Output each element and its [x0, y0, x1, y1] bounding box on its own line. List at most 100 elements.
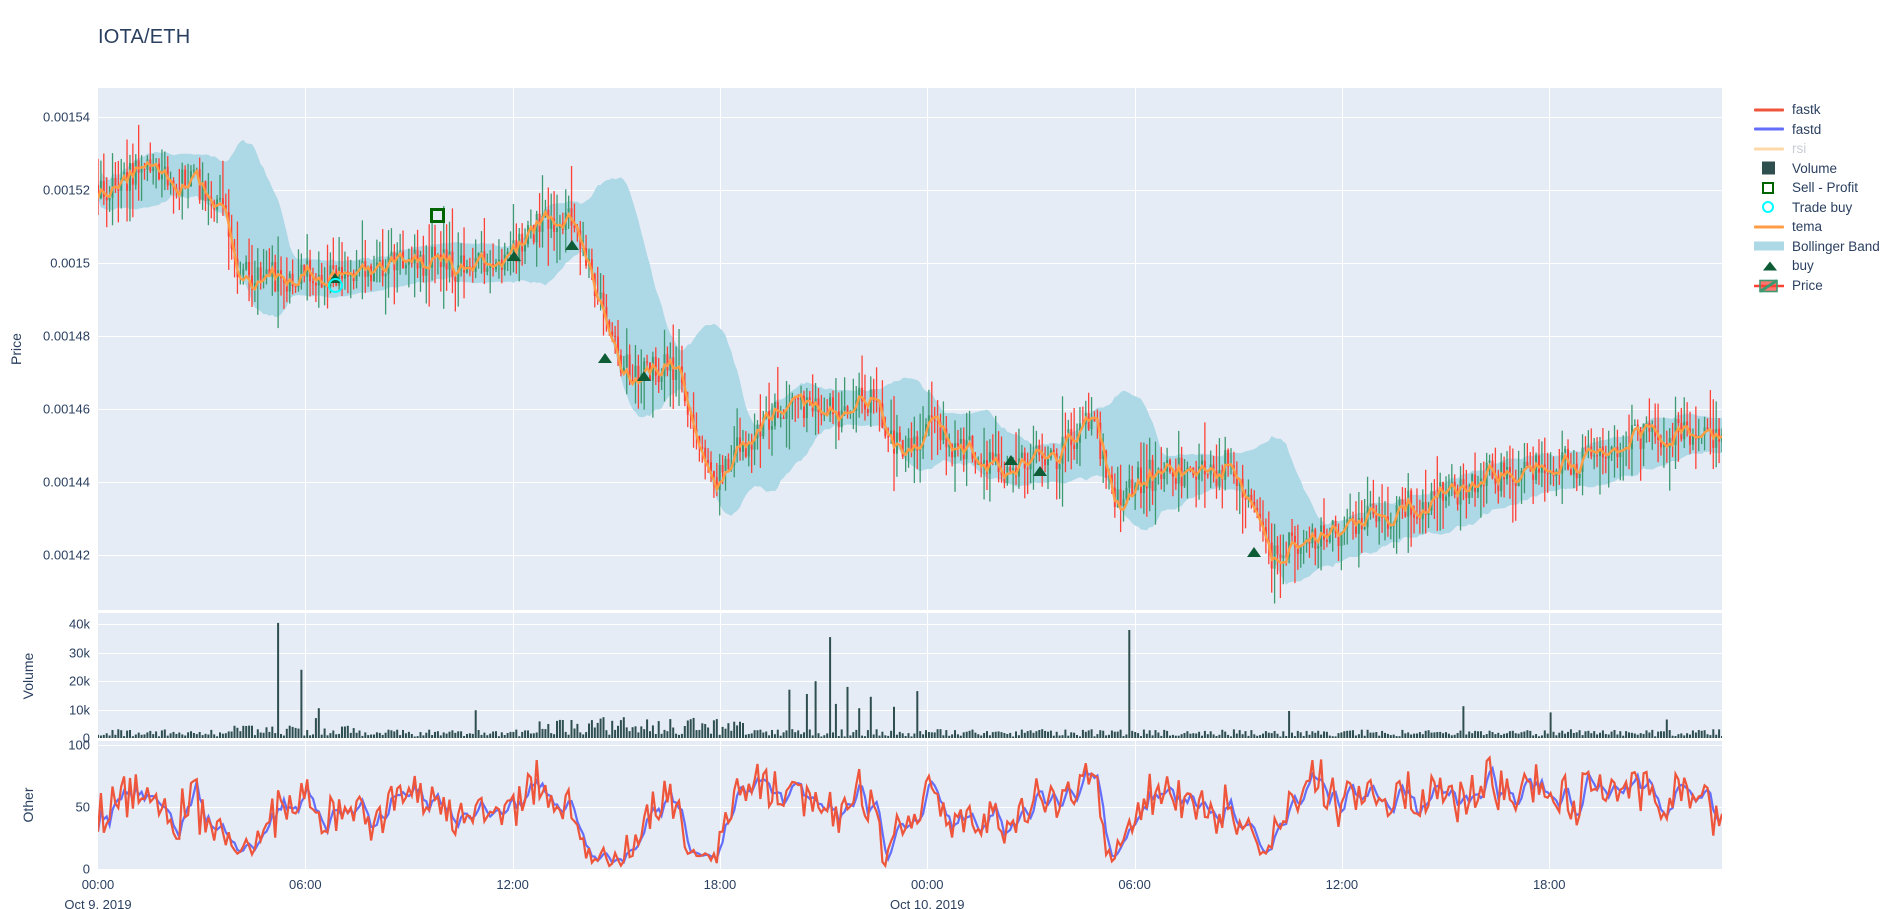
legend-line-swatch-icon: [1754, 108, 1784, 112]
legend-band-swatch-icon: [1754, 241, 1784, 251]
buy-marker: [1247, 546, 1262, 557]
gridline-horizontal: [98, 652, 1722, 654]
legend-line-swatch-icon: [1754, 147, 1784, 151]
gridline-horizontal: [98, 117, 1722, 119]
legend-item-buy[interactable]: buy: [1752, 256, 1888, 276]
legend-line-symbol: [1752, 217, 1786, 237]
gridline-horizontal: [98, 190, 1722, 192]
gridline-vertical: [1549, 741, 1551, 869]
x-axis-tick-label: 00:00: [81, 877, 115, 892]
y-axis-tick-label: 50: [75, 799, 90, 815]
gridline-horizontal: [98, 744, 1722, 746]
x-axis-tick-label: 18:00: [1532, 877, 1566, 892]
gridline-vertical: [1341, 88, 1343, 610]
legend-item-price[interactable]: Price: [1752, 276, 1888, 296]
x-axis-tick-label: 12:00: [1325, 877, 1359, 892]
legend-line-symbol: [1752, 120, 1786, 140]
legend-item-rsi[interactable]: rsi: [1752, 139, 1888, 159]
y-axis-tick-label: 20k: [69, 673, 90, 689]
x-axis-tick-label: 00:00: [910, 877, 944, 892]
legend-item-fastk[interactable]: fastk: [1752, 100, 1888, 120]
legend-item-trade-buy[interactable]: Trade buy: [1752, 198, 1888, 218]
legend-open-circle-icon: [1762, 201, 1774, 214]
gridline-vertical: [305, 88, 307, 610]
legend-item-bollinger-band[interactable]: Bollinger Band: [1752, 237, 1888, 257]
y-axis-tick-label: 40k: [69, 616, 90, 632]
legend-item-label: fastd: [1792, 121, 1822, 137]
legend-candlestick-symbol: [1752, 276, 1786, 296]
gridline-vertical: [305, 741, 307, 869]
x-axis-date-label: Oct 9, 2019: [64, 897, 132, 909]
gridline-horizontal: [98, 555, 1722, 557]
legend-candlestick-icon: [1754, 278, 1784, 293]
legend-item-label: Bollinger Band: [1792, 238, 1880, 254]
legend-open-square-symbol: [1752, 178, 1786, 198]
x-axis-date-label: Oct 10, 2019: [890, 897, 965, 909]
gridline-horizontal: [98, 806, 1722, 808]
price-axis-title: Price: [8, 333, 24, 365]
legend-item-label: rsi: [1792, 141, 1807, 157]
gridline-vertical: [1549, 613, 1551, 738]
gridline-vertical: [927, 88, 929, 610]
price-series-layer: [98, 124, 1722, 604]
legend-triangle-up-icon: [1763, 261, 1777, 271]
y-axis-tick-label: 0.00152: [43, 182, 90, 198]
x-axis-tick-label: 12:00: [496, 877, 529, 892]
gridline-vertical: [512, 741, 514, 869]
gridline-vertical: [1341, 613, 1343, 738]
other-subplot: [98, 741, 1722, 869]
candlestick-series: [98, 124, 1722, 604]
price-subplot: [98, 88, 1722, 610]
gridline-horizontal: [98, 336, 1722, 338]
tema-line: [98, 160, 1722, 564]
buy-marker: [506, 250, 521, 261]
y-axis-tick-label: 0.00148: [43, 328, 90, 344]
y-axis-tick-label: 0.00144: [43, 474, 90, 490]
gridline-vertical: [512, 88, 514, 610]
bollinger-band-area: [98, 139, 1722, 585]
legend-item-label: Price: [1792, 277, 1823, 293]
y-axis-tick-label: 0.0015: [50, 255, 90, 271]
gridline-vertical: [720, 741, 721, 869]
legend-line-swatch-icon: [1754, 127, 1784, 131]
gridline-vertical: [927, 613, 929, 738]
gridline-vertical: [1341, 741, 1343, 869]
gridline-vertical: [305, 613, 307, 738]
y-axis-tick-label: 0.00154: [43, 109, 90, 125]
legend-item-fastd[interactable]: fastd: [1752, 120, 1888, 140]
chart-title: IOTA/ETH: [98, 26, 191, 48]
gridline-vertical: [512, 613, 514, 738]
y-axis-tick-label: 10k: [69, 702, 90, 718]
gridline-horizontal: [98, 681, 1722, 683]
legend-item-label: tema: [1792, 219, 1823, 235]
legend-line-swatch-icon: [1754, 225, 1784, 229]
legend-triangle-symbol: [1752, 256, 1786, 276]
legend-square-symbol: [1752, 159, 1786, 179]
gridline-vertical: [720, 613, 721, 738]
legend-item-tema[interactable]: tema: [1752, 217, 1888, 237]
legend-item-volume[interactable]: Volume: [1752, 159, 1888, 179]
gridline-vertical: [1134, 613, 1136, 738]
legend-line-symbol: [1752, 100, 1786, 120]
legend-open-square-icon: [1762, 181, 1774, 194]
volume-axis-title: Volume: [20, 652, 36, 699]
volume-subplot: [98, 613, 1722, 738]
gridline-vertical: [927, 741, 929, 869]
trade-buy-marker: [327, 277, 343, 293]
gridline-vertical: [1134, 741, 1136, 869]
legend-band-symbol: [1752, 237, 1786, 257]
legend-item-label: Trade buy: [1792, 199, 1853, 215]
legend-filled-square-icon: [1762, 161, 1775, 175]
gridline-vertical: [1549, 88, 1551, 610]
legend-item-sell-profit[interactable]: Sell - Profit: [1752, 178, 1888, 198]
legend-item-label: fastk: [1792, 102, 1821, 118]
legend-item-label: Sell - Profit: [1792, 180, 1859, 196]
buy-marker: [565, 239, 580, 250]
oscillator-series: [98, 755, 1722, 869]
y-axis-tick-label: 100: [68, 737, 90, 753]
y-axis-tick-label: 0: [82, 861, 90, 877]
buy-marker: [636, 371, 651, 382]
legend-item-label: Volume: [1792, 160, 1838, 176]
buy-marker: [1032, 466, 1047, 477]
